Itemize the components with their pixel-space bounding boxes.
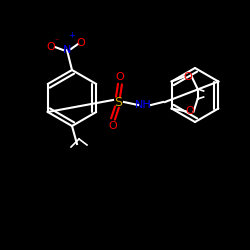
- Text: O: O: [46, 42, 56, 52]
- Text: N: N: [63, 45, 71, 55]
- Text: ⁻: ⁻: [55, 36, 59, 46]
- Text: +: +: [68, 32, 75, 40]
- Text: O: O: [183, 72, 192, 82]
- Text: S: S: [114, 96, 122, 108]
- Text: NH: NH: [134, 100, 152, 110]
- Text: O: O: [185, 106, 194, 117]
- Text: O: O: [76, 38, 86, 48]
- Text: O: O: [116, 72, 124, 82]
- Text: O: O: [108, 121, 118, 131]
